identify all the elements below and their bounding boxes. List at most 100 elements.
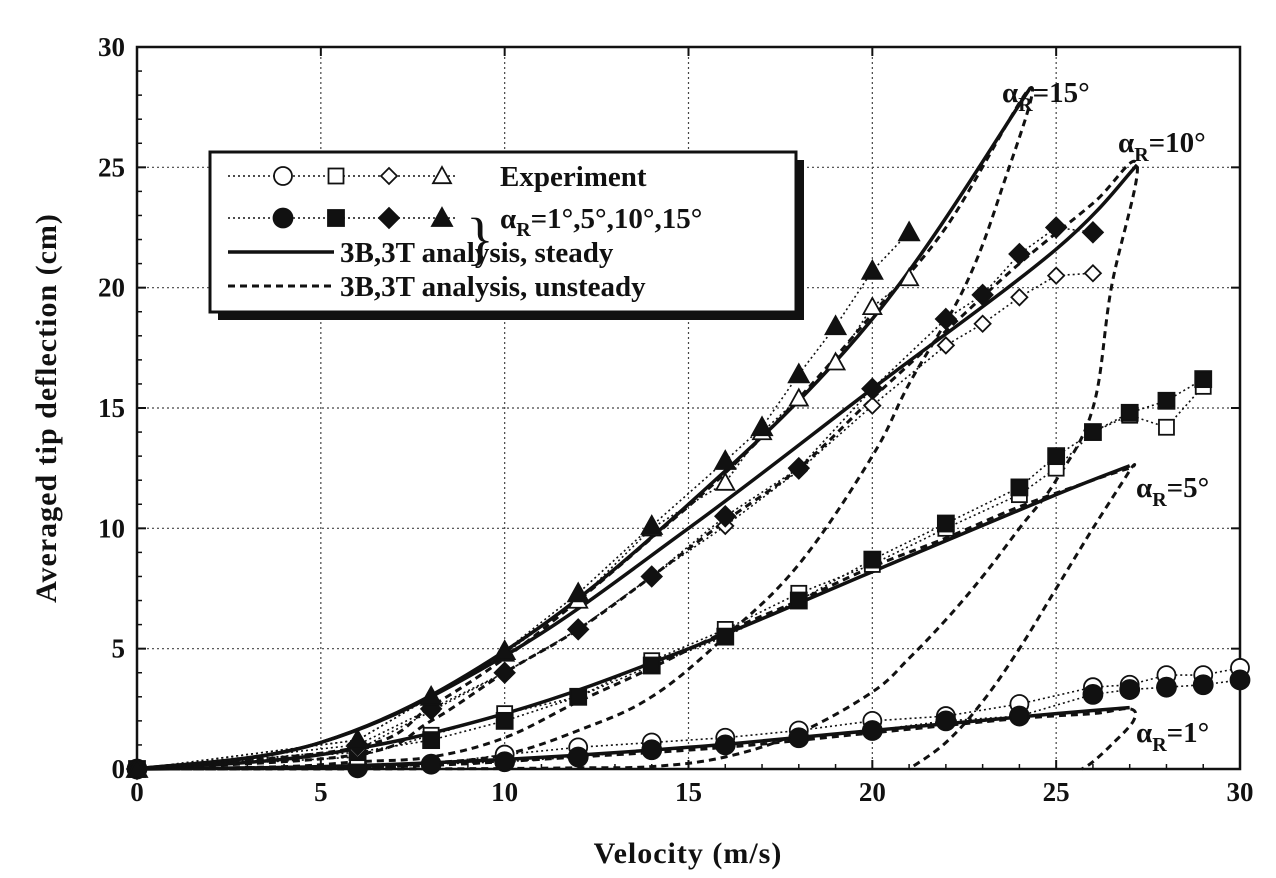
legend-alpha-values: αR=1°,5°,10°,15° [500, 203, 702, 241]
marker-triangle-filled-alpha_R=15 [419, 684, 443, 706]
steady-curve-alpha_R=5 [136, 464, 1131, 771]
legend-marker-circle-open [273, 166, 293, 186]
experiment-line-alpha_R=5 [136, 378, 1204, 770]
y-tick-label: 30 [98, 32, 125, 62]
marker-diamond-filled-alpha_R=10 [934, 307, 958, 331]
marker-diamond-filled-alpha_R=10 [787, 456, 811, 480]
experiment-line-alpha_R=1 [136, 667, 1241, 770]
marker-diamond-filled-alpha_R=10 [566, 618, 590, 641]
marker-circle-filled-alpha_R=1 [1009, 705, 1030, 727]
legend-brace: } [466, 206, 494, 271]
marker-diamond-filled-alpha_R=10 [971, 283, 994, 307]
marker-square-filled-alpha_R=5 [1120, 403, 1139, 422]
x-tick-label: 30 [1227, 777, 1254, 807]
marker-triangle-filled-alpha_R=15 [640, 514, 664, 535]
legend-marker-triangle-open [431, 165, 453, 185]
legend-alpha: α [500, 203, 516, 235]
legend-marker-square-filled [327, 209, 345, 227]
marker-triangle-filled-alpha_R=15 [493, 639, 517, 660]
marker-diamond-filled-alpha_R=10 [713, 505, 737, 528]
legend-experiment-label: Experiment [500, 161, 647, 193]
marker-square-filled-alpha_R=5 [422, 731, 441, 750]
x-tick-label: 10 [491, 777, 518, 807]
marker-circle-filled-alpha_R=1 [494, 751, 516, 773]
experiment-markers [125, 216, 1251, 781]
experiment-line-alpha_R=15 [136, 277, 910, 770]
x-axis-label: Velocity (m/s) [594, 837, 783, 870]
marker-triangle-filled-alpha_R=15 [824, 314, 848, 336]
marker-circle-filled-alpha_R=1 [1156, 676, 1177, 698]
annotation-alpha-5: αR=5° [1136, 472, 1209, 511]
legend-samples [228, 165, 458, 288]
marker-circle-filled-alpha_R=1 [861, 720, 883, 741]
marker-circle-filled-alpha_R=1 [1119, 679, 1141, 700]
marker-square-filled-alpha_R=5 [495, 711, 514, 730]
marker-diamond-filled-alpha_R=10 [1081, 221, 1105, 244]
tick-labels: 0 5 10 15 20 25 30 0 5 10 15 20 25 30 [98, 32, 1254, 807]
marker-diamond-filled-alpha_R=10 [1044, 216, 1068, 239]
experiment-line-alpha_R=5 [136, 385, 1204, 770]
marker-triangle-filled-alpha_R=15 [566, 581, 590, 603]
marker-square-filled-alpha_R=5 [863, 550, 882, 569]
marker-circle-filled-alpha_R=1 [420, 753, 442, 775]
marker-square-filled-alpha_R=5 [789, 591, 808, 610]
marker-circle-filled-alpha_R=1 [788, 727, 810, 749]
annotation-alpha-15: αR=15° [1002, 77, 1090, 116]
experiment-line-alpha_R=15 [136, 231, 910, 770]
legend-alpha-sub: R [516, 219, 531, 241]
y-tick-label: 5 [112, 634, 126, 664]
marker-diamond-open-alpha_R=10 [1010, 288, 1029, 307]
marker-diamond-filled-alpha_R=10 [1008, 242, 1031, 266]
marker-triangle-open-alpha_R=15 [898, 267, 920, 287]
marker-triangle-filled-alpha_R=15 [125, 757, 149, 778]
unsteady-curve-alpha_R=15 [136, 86, 1035, 771]
legend-marker-diamond-filled [377, 206, 401, 230]
legend-marker-square-open [327, 167, 345, 185]
marker-square-open-alpha_R=5 [1158, 418, 1175, 436]
marker-square-filled-alpha_R=5 [1047, 447, 1066, 466]
annotation-alpha-10: αR=10° [1118, 127, 1206, 166]
legend: } Experiment αR=1°,5°,10°,15° 3B,3T anal… [208, 150, 804, 320]
marker-square-filled-alpha_R=5 [1194, 370, 1213, 389]
marker-square-filled-alpha_R=5 [1010, 478, 1029, 497]
marker-diamond-open-alpha_R=10 [973, 314, 992, 334]
y-tick-label: 25 [98, 152, 125, 182]
marker-diamond-open-alpha_R=10 [1083, 263, 1103, 283]
x-tick-label: 5 [314, 777, 328, 807]
marker-triangle-open-alpha_R=15 [714, 471, 736, 491]
marker-square-filled-alpha_R=5 [936, 514, 955, 533]
marker-square-filled-alpha_R=5 [569, 687, 588, 706]
marker-circle-filled-alpha_R=1 [1192, 674, 1214, 696]
marker-triangle-filled-alpha_R=15 [713, 449, 737, 470]
annotation-alpha-1: αR=1° [1136, 717, 1209, 756]
legend-steady-label: 3B,3T analysis, steady [340, 237, 614, 269]
x-tick-label: 20 [859, 777, 886, 807]
legend-marker-diamond-open [379, 166, 399, 186]
y-tick-label: 20 [98, 273, 125, 303]
marker-diamond-filled-alpha_R=10 [640, 565, 664, 588]
marker-triangle-filled-alpha_R=15 [787, 362, 811, 384]
y-axis-label: Averaged tip deflection (cm) [30, 213, 63, 603]
marker-triangle-filled-alpha_R=15 [897, 220, 921, 242]
experiment-line-alpha_R=1 [136, 679, 1241, 770]
legend-alpha-list: =1°,5°,10°,15° [531, 203, 703, 235]
marker-circle-filled-alpha_R=1 [1229, 669, 1251, 691]
marker-triangle-filled-alpha_R=15 [346, 728, 370, 750]
marker-diamond-open-alpha_R=10 [863, 396, 882, 415]
marker-triangle-open-alpha_R=15 [788, 387, 810, 407]
marker-triangle-filled-alpha_R=15 [750, 415, 774, 437]
marker-diamond-open-alpha_R=10 [1046, 266, 1066, 285]
marker-square-filled-alpha_R=5 [1157, 391, 1176, 410]
y-tick-label: 0 [112, 754, 126, 784]
marker-triangle-open-alpha_R=15 [825, 351, 847, 371]
y-tick-label: 10 [98, 513, 125, 543]
legend-marker-triangle-filled [430, 206, 454, 227]
experiment-line-alpha_R=10 [136, 226, 1094, 770]
marker-triangle-open-alpha_R=15 [861, 296, 883, 316]
marker-circle-filled-alpha_R=1 [935, 710, 957, 732]
marker-circle-filled-alpha_R=1 [1082, 683, 1104, 705]
x-tick-label: 15 [675, 777, 702, 807]
marker-triangle-filled-alpha_R=15 [860, 258, 884, 280]
legend-unsteady-label: 3B,3T analysis, unsteady [340, 271, 646, 303]
